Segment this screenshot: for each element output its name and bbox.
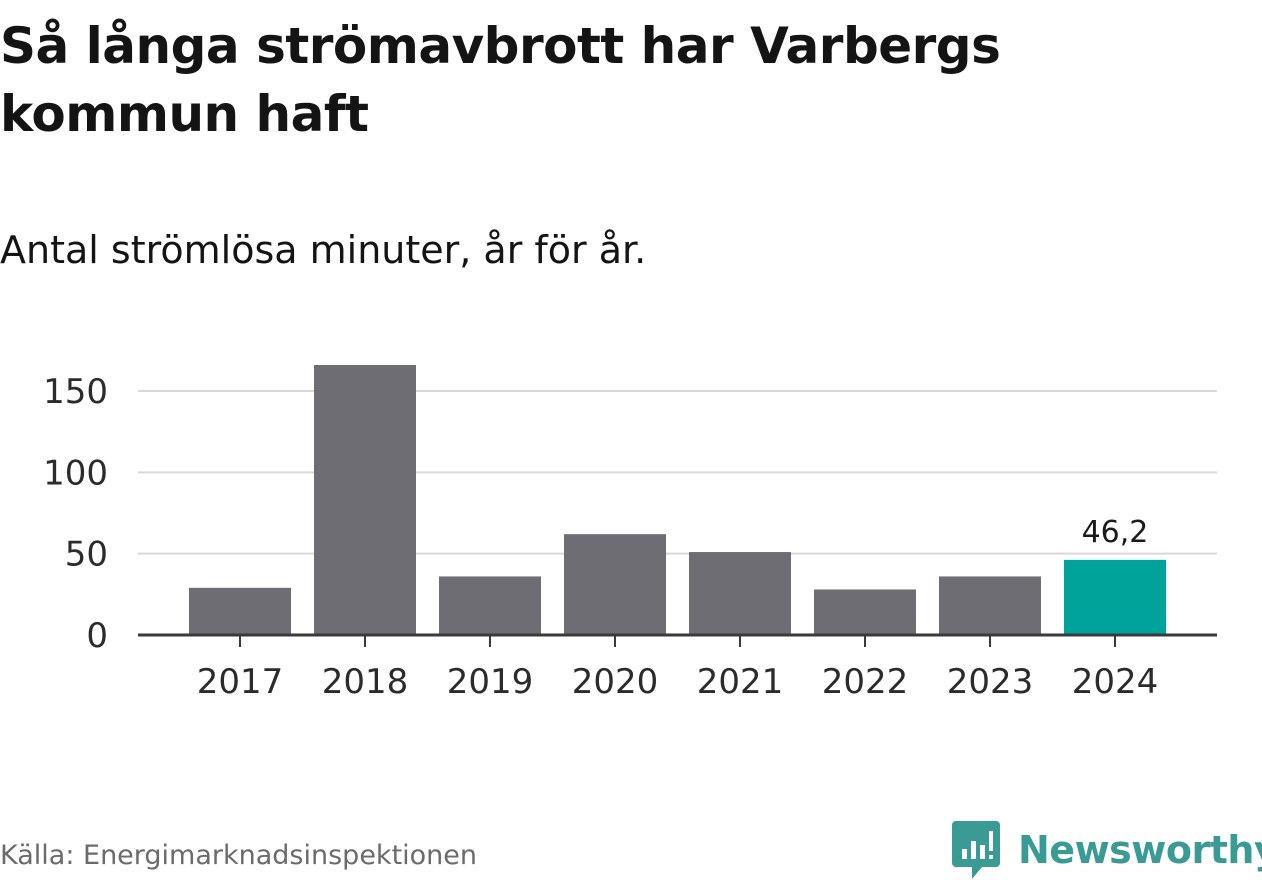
bar-2020 xyxy=(564,534,666,635)
newsworthy-logo-icon xyxy=(952,821,1000,879)
y-tick-label: 50 xyxy=(65,535,108,575)
chart-subtitle: Antal strömlösa minuter, år för år. xyxy=(0,228,647,272)
x-tick-label: 2023 xyxy=(947,662,1034,702)
x-tick-label: 2018 xyxy=(322,662,409,702)
bar-2017 xyxy=(189,587,291,635)
y-tick-label: 100 xyxy=(43,453,108,493)
y-tick-label: 150 xyxy=(43,372,108,412)
y-tick-label: 0 xyxy=(86,616,108,656)
brand: Newsworthy xyxy=(952,820,1262,880)
bar-2023 xyxy=(939,576,1041,635)
x-tick-label: 2022 xyxy=(822,662,909,702)
bar-2021 xyxy=(689,552,791,635)
chart-title: Så långa strömavbrott har Varbergs kommu… xyxy=(0,17,1001,143)
x-tick-label: 2021 xyxy=(697,662,784,702)
bar-2019 xyxy=(439,576,541,635)
bar-2024 xyxy=(1064,559,1166,635)
data-label: 46,2 xyxy=(1082,515,1149,550)
bar-2022 xyxy=(814,589,916,635)
bar-chart: 0 50 100 150 46,2 2017 2018 2019 2020 2021 2022 202… xyxy=(43,365,1217,702)
source-note: Källa: Energimarknadsinspektionen xyxy=(0,840,478,871)
brand-name: Newsworthy xyxy=(1018,828,1262,872)
x-tick-label: 2019 xyxy=(447,662,534,702)
x-tick-label: 2017 xyxy=(197,662,284,702)
x-tick-label: 2020 xyxy=(572,662,659,702)
bar-2018 xyxy=(314,365,416,635)
x-tick-label: 2024 xyxy=(1072,662,1159,702)
